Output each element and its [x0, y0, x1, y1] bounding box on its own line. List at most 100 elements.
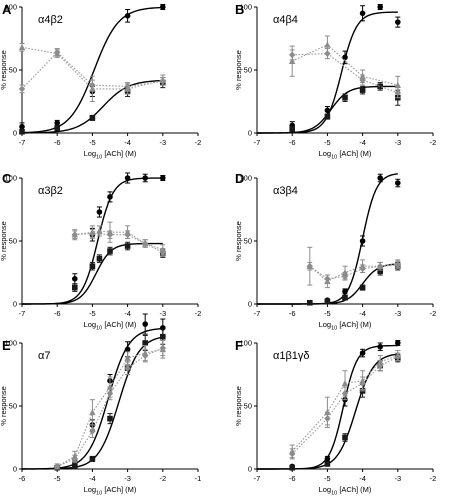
x-tick-label: -6: [289, 309, 296, 318]
connector-line: [56, 347, 164, 467]
x-tick-label: -5: [324, 309, 331, 318]
y-tick-label: 100: [4, 174, 17, 183]
x-tick-label: -3: [159, 309, 166, 318]
data-point: [342, 94, 348, 101]
data-point: [341, 272, 349, 280]
y-tick-label: 0: [248, 465, 252, 474]
y-tick-label: 50: [9, 66, 17, 75]
data-point: [395, 19, 401, 25]
x-axis-label: Log10 [ACh] (M): [84, 149, 137, 161]
y-tick-label: 0: [13, 300, 17, 309]
panel-letter: D: [235, 171, 244, 186]
data-point: [124, 243, 131, 249]
data-point: [107, 248, 113, 254]
data-point: [124, 175, 131, 181]
data-point: [18, 43, 26, 51]
data-point: [142, 175, 148, 181]
y-tick-label: 100: [239, 3, 252, 12]
y-tick-label: 0: [13, 465, 17, 474]
data-point: [71, 455, 78, 463]
series-triangle: [54, 339, 166, 470]
fit-curve: [21, 6, 163, 134]
y-tick-label: 0: [13, 129, 17, 138]
y-tick-label: 0: [248, 300, 252, 309]
data-point: [72, 463, 78, 470]
data-point: [89, 115, 96, 121]
x-axis-label: Log10 [ACh] (M): [84, 485, 137, 497]
series-circle: [21, 313, 166, 471]
y-tick-label: 0: [248, 129, 252, 138]
data-point: [142, 240, 149, 247]
y-axis-label: % response: [234, 50, 243, 90]
x-tick-label: -7: [254, 309, 261, 318]
x-tick-label: -3: [394, 138, 401, 147]
y-tick-label: 100: [239, 174, 252, 183]
panel-letter: E: [2, 338, 11, 353]
series-diamond: [289, 48, 401, 99]
data-point: [342, 54, 348, 61]
data-point: [341, 379, 349, 387]
data-point: [306, 262, 313, 270]
y-tick-label: 50: [244, 237, 252, 246]
data-point: [359, 10, 366, 17]
data-point: [395, 340, 401, 346]
data-point: [89, 427, 96, 435]
series-diamond: [306, 260, 401, 284]
series-square: [257, 261, 401, 306]
subunit-title: α1β1γδ: [273, 350, 310, 362]
series-triangle: [306, 246, 401, 289]
x-tick-label: -6: [54, 309, 61, 318]
x-axis-label: Log10 [ACh] (M): [319, 320, 372, 332]
data-point: [89, 456, 96, 462]
panel-f: F -7 -6 -5 -4 -3 -2 0 50 100 Log10 [ACh] (M) % resp…: [234, 338, 436, 497]
y-axis-label: % response: [0, 50, 8, 90]
y-tick-label: 50: [244, 66, 252, 75]
x-tick-label: -2: [195, 138, 202, 147]
y-axis-label: % response: [0, 386, 8, 426]
x-axis-label: Log10 [ACh] (M): [319, 149, 372, 161]
x-tick-label: -2: [430, 309, 437, 318]
panel-letter: C: [2, 171, 12, 186]
x-tick-label: -5: [54, 474, 61, 483]
data-point: [89, 408, 96, 416]
data-point: [359, 87, 366, 93]
data-point: [160, 175, 166, 181]
y-tick-label: 50: [9, 237, 17, 246]
x-tick-label: -2: [195, 309, 202, 318]
data-point: [72, 284, 78, 291]
data-point: [377, 262, 384, 270]
data-point: [124, 82, 131, 90]
data-point: [324, 113, 331, 120]
data-point: [377, 4, 384, 10]
data-point: [289, 450, 296, 458]
data-point: [395, 180, 401, 186]
data-point: [377, 175, 384, 181]
y-tick-label: 50: [244, 402, 252, 411]
x-tick-label: -6: [289, 138, 296, 147]
data-point: [124, 354, 131, 361]
x-tick-label: -3: [159, 138, 166, 147]
x-tick-label: -3: [124, 474, 131, 483]
data-point: [89, 230, 96, 237]
connector-line: [309, 264, 398, 280]
panel-letter: A: [2, 2, 12, 17]
data-point: [324, 456, 331, 462]
data-point: [54, 125, 60, 131]
x-tick-label: -1: [195, 474, 202, 483]
x-tick-label: -2: [430, 138, 437, 147]
x-tick-label: -7: [19, 138, 26, 147]
y-axis-label: % response: [0, 221, 8, 261]
x-tick-label: -3: [394, 474, 401, 483]
data-point: [342, 434, 348, 441]
x-tick-label: -7: [19, 309, 26, 318]
x-tick-label: -6: [19, 474, 26, 483]
fit-curve: [21, 242, 163, 305]
data-point: [394, 353, 401, 361]
x-tick-label: -4: [359, 474, 366, 483]
data-point: [142, 352, 149, 359]
data-point: [394, 89, 401, 97]
data-point: [124, 364, 131, 372]
data-point: [359, 379, 366, 387]
y-axis-label: % response: [234, 386, 243, 426]
